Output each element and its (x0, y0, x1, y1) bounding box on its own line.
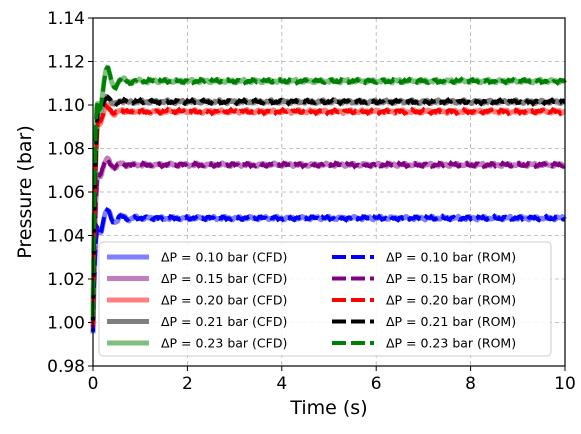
legend-box (98, 241, 552, 357)
series-line-rom (91, 206, 566, 332)
y-tick-label: 1.00 (47, 314, 85, 334)
x-tick-label: 2 (182, 374, 193, 394)
legend-entry: ΔP = 0.15 bar (CFD) (161, 271, 287, 286)
y-tick-label: 1.14 (47, 9, 85, 29)
y-tick-label: 1.10 (47, 96, 85, 116)
x-axis-label: Time (s) (289, 397, 367, 419)
series-line-rom (91, 102, 567, 326)
legend-entry: ΔP = 0.20 bar (CFD) (161, 293, 287, 308)
x-tick-label: 8 (465, 374, 476, 394)
series-line-rom (91, 94, 566, 321)
x-tick-label: 6 (371, 374, 382, 394)
series-line-rom (91, 155, 566, 329)
legend-entry: ΔP = 0.23 bar (ROM) (386, 336, 516, 351)
axis-ticks: 0 2 4 6 8 10 0.98 1.00 1.02 1.04 1.06 1.08 1.10 1.12 1… (47, 9, 576, 394)
legend-entry: ΔP = 0.15 bar (ROM) (386, 271, 516, 286)
series-line-rom (91, 65, 567, 318)
x-tick-label: 0 (88, 374, 99, 394)
y-tick-label: 1.06 (47, 183, 85, 203)
y-tick-label: 0.98 (47, 357, 85, 377)
y-tick-label: 1.12 (47, 53, 85, 73)
y-tick-label: 1.08 (47, 140, 85, 160)
y-axis-label: Pressure (bar) (14, 125, 36, 259)
legend-entry: ΔP = 0.21 bar (CFD) (161, 314, 287, 329)
legend-entry: ΔP = 0.23 bar (CFD) (161, 336, 287, 351)
legend: ΔP = 0.10 bar (CFD) ΔP = 0.15 bar (CFD) ΔP… (98, 241, 552, 357)
y-tick-label: 1.04 (47, 227, 85, 247)
x-tick-label: 10 (554, 374, 576, 394)
legend-entry: ΔP = 0.21 bar (ROM) (386, 314, 516, 329)
legend-entry: ΔP = 0.10 bar (ROM) (386, 250, 516, 265)
legend-entry: ΔP = 0.20 bar (ROM) (386, 293, 516, 308)
legend-entry: ΔP = 0.10 bar (CFD) (161, 250, 287, 265)
rom-series-lines (91, 65, 567, 332)
y-tick-label: 1.02 (47, 270, 85, 290)
x-tick-label: 4 (276, 374, 287, 394)
